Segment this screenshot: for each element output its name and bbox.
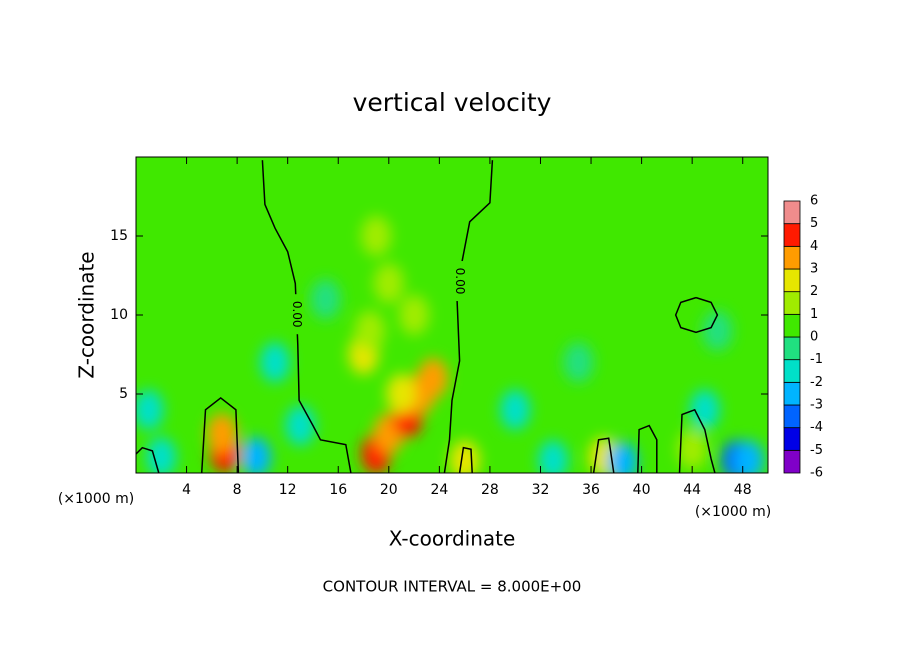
y-tick-label: 15 <box>110 228 128 244</box>
colorbar-label: 6 <box>810 194 818 209</box>
contour-line <box>200 396 240 473</box>
colorbar-swatch <box>783 336 801 361</box>
x-unit-label: (×1000 m) <box>58 491 134 507</box>
field-cell <box>373 263 404 304</box>
field-background <box>136 157 768 473</box>
colorbar-label: -1 <box>810 352 823 367</box>
colorbar-swatch <box>783 427 801 451</box>
field <box>136 216 765 473</box>
x-tick-label: 40 <box>633 482 651 498</box>
colorbar-swatch <box>783 313 801 338</box>
field-cell <box>310 279 341 320</box>
colorbar-swatch <box>783 223 801 247</box>
field-cell <box>538 440 569 473</box>
x-tick-label: 12 <box>279 482 297 498</box>
contour-label: 0.00 <box>290 301 304 328</box>
x-tick-label: 28 <box>481 482 499 498</box>
colorbar-label: -6 <box>810 466 823 481</box>
field-cell <box>136 389 164 430</box>
field-cell <box>146 437 177 473</box>
colorbar-swatch <box>783 359 801 383</box>
plot-area: 0.00 0.00 <box>136 157 768 473</box>
colorbar-label: -4 <box>810 420 823 435</box>
field-cell <box>607 441 638 473</box>
colorbar-label: 0 <box>810 330 818 345</box>
colorbar-label: -5 <box>810 443 823 458</box>
colorbar-label: 4 <box>810 239 818 254</box>
contour-label: 0.00 <box>453 268 467 295</box>
x-unit-label: (×1000 m) <box>695 504 771 520</box>
field-cell <box>206 413 237 454</box>
colorbar-label: 1 <box>810 307 818 322</box>
field-cell <box>386 374 417 414</box>
contour-line <box>458 446 473 473</box>
y-tick-label: 5 <box>119 386 128 402</box>
footer-note: CONTOUR INTERVAL = 8.000E+00 <box>323 578 582 596</box>
colorbar-label: -3 <box>810 398 823 413</box>
x-tick-label: 8 <box>233 482 242 498</box>
contour-line <box>136 446 160 473</box>
x-axis-title: X-coordinate <box>389 527 516 551</box>
colorbar-label: -2 <box>810 375 823 390</box>
field-cell <box>689 389 720 430</box>
colorbar-swatch <box>783 404 801 429</box>
y-tick-label: 10 <box>110 307 128 323</box>
field-cell <box>285 405 316 446</box>
field-cell <box>260 342 291 383</box>
colorbar-swatch <box>783 245 801 270</box>
contour-line <box>261 160 352 473</box>
contour-label-bg <box>452 261 467 302</box>
colorbar-swatch <box>783 268 801 293</box>
contour-line <box>674 296 719 334</box>
x-tick-label: 48 <box>734 482 752 498</box>
chart-title: vertical velocity <box>353 88 552 117</box>
field-cell <box>563 342 594 383</box>
x-tick-label: 4 <box>182 482 191 498</box>
colorbar-label: 3 <box>810 262 818 277</box>
contour-line <box>637 424 658 473</box>
contour-label-bg <box>289 294 304 335</box>
field-cell <box>677 429 708 470</box>
colorbar-swatch <box>783 381 801 406</box>
field-cell <box>449 440 480 473</box>
contour-line <box>678 408 716 473</box>
field-cell <box>734 440 765 473</box>
colorbar-swatch <box>783 449 801 474</box>
y-axis-title: Z-coordinate <box>75 251 99 378</box>
field-cell <box>361 216 392 256</box>
x-tick-label: 16 <box>329 482 347 498</box>
x-tick-label: 24 <box>430 482 448 498</box>
x-tick-label: 20 <box>380 482 398 498</box>
field-cell <box>354 310 385 351</box>
field-cell <box>399 295 430 335</box>
x-tick-label: 44 <box>683 482 701 498</box>
contour-line <box>592 437 615 473</box>
colorbar-swatch <box>783 291 801 315</box>
field-cell <box>500 389 531 430</box>
field-cell <box>241 437 272 473</box>
colorbar-label: 5 <box>810 216 818 231</box>
x-tick-label: 36 <box>582 482 600 498</box>
field-cell <box>702 310 733 351</box>
field-cell <box>418 358 449 399</box>
colorbar-swatch <box>783 200 801 225</box>
colorbar-label: 2 <box>810 284 818 299</box>
x-tick-label: 32 <box>532 482 550 498</box>
